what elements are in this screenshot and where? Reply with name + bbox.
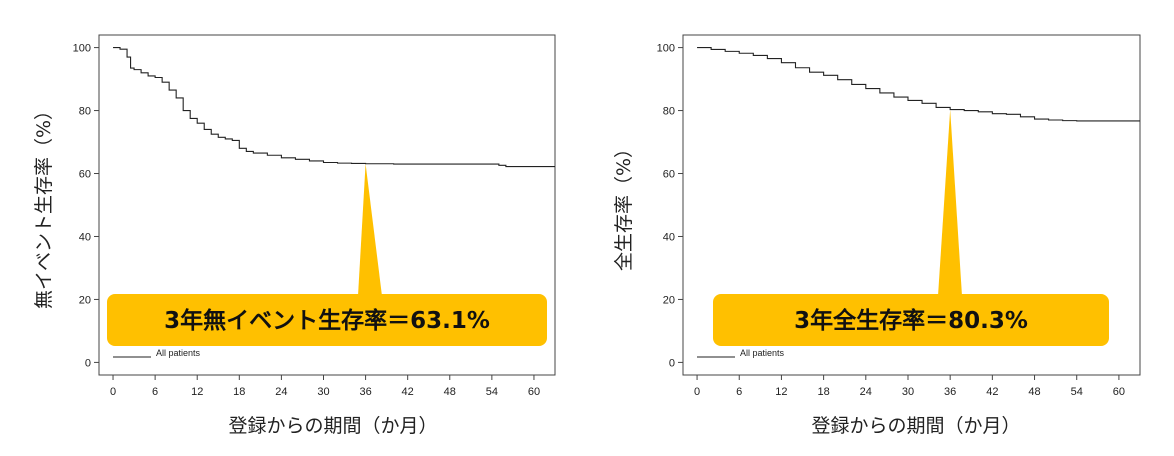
x-tick-label: 36 [359,386,371,398]
y-tick-label: 80 [79,106,91,118]
y-axis-label: 無イベント生存率（%） [33,101,55,309]
y-tick-label: 60 [663,169,675,181]
callout-pointer [938,109,962,296]
x-tick-label: 42 [402,386,414,398]
y-axis-label: 全生存率（%） [613,139,635,271]
x-tick-label: 54 [486,386,498,398]
x-tick-label: 42 [986,386,998,398]
plot-frame [98,34,556,376]
y-tick-label: 20 [663,294,675,306]
y-tick-label: 60 [79,169,91,181]
x-tick-label: 60 [1113,386,1125,398]
y-tick-label: 40 [79,231,91,243]
x-tick-label: 30 [317,386,329,398]
x-tick-label: 0 [110,386,116,398]
x-tick-label: 48 [1028,386,1040,398]
x-tick-label: 12 [775,386,787,398]
y-tick-label: 80 [663,106,675,118]
x-axis-label: 登録からの期間（か月） [228,415,437,437]
x-tick-label: 54 [1071,386,1083,398]
callout-pointer [358,163,382,296]
y-tick-label: 40 [663,231,675,243]
x-tick-label: 12 [191,386,203,398]
chart-panel-2: 0 20 40 60 80 100 0 6 12 18 24 30 36 42 48 54 60 登録からの期間（… [613,34,1141,437]
x-tick-label: 18 [817,386,829,398]
plot-frame [682,34,1141,376]
x-tick-label: 0 [694,386,700,398]
y-tick-label: 0 [85,357,91,369]
x-tick-label: 30 [902,386,914,398]
legend-label: All patients [740,348,785,358]
y-tick-label: 20 [79,294,91,306]
x-axis-label: 登録からの期間（か月） [811,415,1020,437]
x-tick-label: 48 [444,386,456,398]
callout-text: 3年全生存率＝80.3% [794,307,1028,334]
x-tick-label: 24 [860,386,872,398]
callout-box [107,294,547,346]
x-tick-label: 6 [736,386,742,398]
y-tick-label: 0 [669,357,675,369]
x-tick-label: 60 [528,386,540,398]
x-tick-label: 6 [152,386,158,398]
x-tick-label: 36 [944,386,956,398]
x-tick-label: 18 [233,386,245,398]
callout-text: 3年無イベント生存率＝63.1% [164,307,490,334]
chart-panel-1: 0 20 40 60 80 100 0 6 12 18 24 30 36 42 48 54 60 登録からの期間（… [33,34,556,437]
y-tick-label: 100 [73,43,91,55]
legend-label: All patients [156,348,201,358]
x-tick-label: 24 [275,386,287,398]
series-line [697,47,1140,122]
y-tick-label: 100 [657,43,675,55]
series-line [113,47,555,168]
callout-box [713,294,1109,346]
